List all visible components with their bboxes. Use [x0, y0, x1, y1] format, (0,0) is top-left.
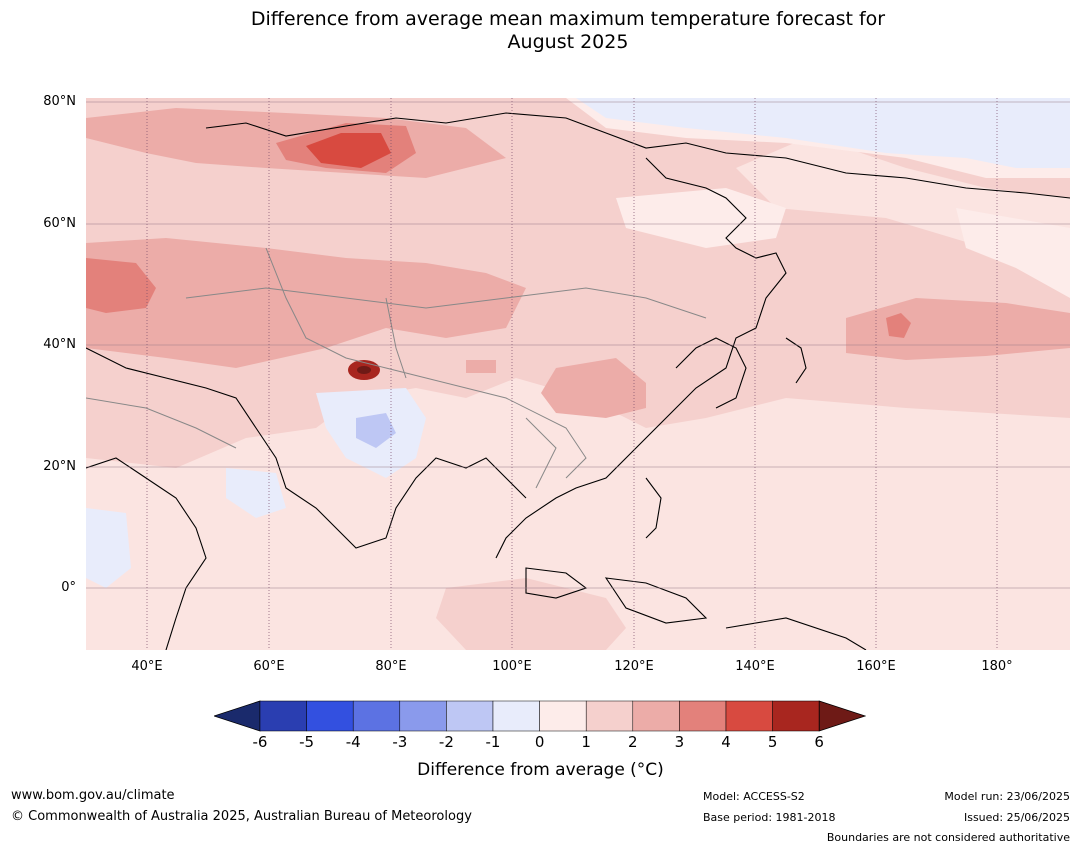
issued-text: Issued: 25/06/2025: [963, 811, 1070, 824]
base-period-text: Base period: 1981-2018: [703, 811, 836, 824]
colorbar-segment: [306, 700, 354, 732]
country-boundaries: [86, 247, 707, 489]
colorbar-tick-label: -4: [345, 733, 361, 751]
model-text: Model: ACCESS-S2: [703, 790, 805, 803]
coastlines: [86, 112, 1070, 650]
anomaly-zone-east-china-2to3: [541, 358, 646, 418]
colorbar-tick-label: 1: [581, 733, 591, 751]
lon-label-100e: 100°E: [492, 659, 532, 674]
anomaly-zone-pacific-3to4: [886, 313, 911, 338]
anomaly-zone-ural-4to5: [306, 133, 391, 168]
website-link[interactable]: www.bom.gov.au/climate: [11, 788, 175, 803]
model-run-text: Model run: 23/06/2025: [944, 790, 1070, 803]
colorbar-segment: [679, 700, 727, 732]
colorbar-tick-label: 2: [628, 733, 638, 751]
colorbar-tick-label: 5: [767, 733, 778, 751]
title-line-1: Difference from average mean maximum tem…: [250, 8, 886, 30]
colorbar-segment: [259, 700, 307, 732]
colorbar-segment: [446, 700, 494, 732]
graticule: [146, 98, 998, 650]
colorbar-segment: [772, 700, 820, 732]
colorbar-extend-low: [214, 700, 261, 732]
colorbar-segment: [399, 700, 447, 732]
anomaly-zone-north-pacific-2to3: [846, 298, 1070, 360]
lon-label-160e: 160°E: [856, 659, 896, 674]
anomaly-zone-eurasia-1to2: [86, 98, 1070, 468]
lon-label-140e: 140°E: [735, 659, 775, 674]
anomaly-zone-tibet-2to3: [466, 360, 496, 373]
title-line-2: August 2025: [507, 31, 629, 53]
anomaly-zone-pacific-0to1: [956, 208, 1070, 298]
anomaly-zone-central-asia-2to3: [86, 238, 526, 368]
colorbar-label: Difference from average (°C): [417, 760, 664, 780]
copyright-text: © Commonwealth of Australia 2025, Austra…: [11, 809, 472, 824]
anomaly-hotspot-core: [357, 366, 371, 374]
anomaly-zone-siberia-0to1: [616, 188, 786, 248]
anomaly-zone-east-africa-neg: [86, 508, 131, 588]
lon-label-120e: 120°E: [614, 659, 654, 674]
lat-label-80n: 80°N: [43, 94, 76, 109]
lat-label-60n: 60°N: [43, 216, 76, 231]
colorbar-tick-label: 6: [814, 733, 824, 751]
anomaly-zone-east-siberia-neg: [576, 98, 1070, 168]
colorbar-tick-label: 3: [674, 733, 685, 751]
colorbar-tick-label: -6: [252, 733, 268, 751]
anomaly-zone-indonesia-1to2: [436, 578, 626, 650]
colorbar-segment: [492, 700, 540, 732]
lon-label-60e: 60°E: [253, 659, 285, 674]
lat-label-20n: 20°N: [43, 459, 76, 474]
colorbar-tick-label: -5: [299, 733, 315, 751]
colorbar-tick-label: -2: [438, 733, 454, 751]
colorbar-segment: [632, 700, 680, 732]
colorbar-tick-label: -1: [485, 733, 501, 751]
colorbar-segment: [585, 700, 634, 732]
lat-label-40n: 40°N: [43, 337, 76, 352]
forecast-map[interactable]: [86, 98, 1070, 650]
colorbar-extend-high: [818, 700, 866, 732]
anomaly-zone-india-neg-strong: [356, 413, 396, 448]
lon-label-80e: 80°E: [375, 659, 407, 674]
anomaly-zone-black-sea-3to4: [86, 258, 156, 313]
colorbar-tick-label: -3: [392, 733, 408, 751]
map-svg: [86, 98, 1070, 650]
lat-label-0: 0°: [61, 580, 76, 595]
colorbar-tick-label: 0: [534, 733, 545, 751]
latitude-lines: [86, 101, 1070, 589]
map-title: Difference from average mean maximum tem…: [0, 8, 1081, 54]
colorbar-segment: [539, 700, 587, 732]
colorbar-segment: [725, 700, 773, 732]
lon-label-180: 180°: [981, 659, 1013, 674]
colorbar-tick-label: 4: [721, 733, 731, 751]
disclaimer-text: Boundaries are not considered authoritat…: [826, 831, 1070, 844]
anomaly-zone-arabian-sea-neg: [226, 468, 286, 518]
lon-label-40e: 40°E: [131, 659, 163, 674]
colorbar-segment: [352, 700, 401, 732]
colorbar: [214, 700, 866, 732]
